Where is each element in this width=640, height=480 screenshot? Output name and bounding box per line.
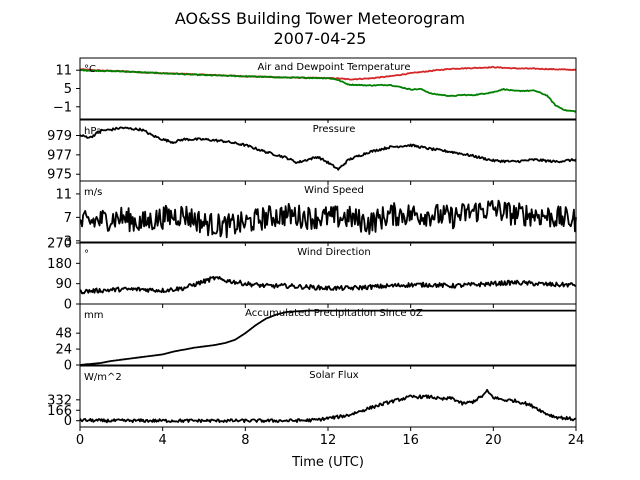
panel-1: 11 5 −1 °C Air and Dewpoint Temperature <box>53 57 577 123</box>
panel-4: 270 180 90 0 ° Wind Direction <box>47 237 577 313</box>
panel-5-ytick-label: 48 <box>55 327 72 342</box>
panel-4-ytick-label: 0 <box>64 298 72 313</box>
panel-2-title: Pressure <box>313 124 356 135</box>
panel-5-ytick-label: 24 <box>55 343 72 358</box>
panel-6-ytick-label: 166 <box>47 404 72 419</box>
panel-4-ytick-label: 180 <box>47 257 72 272</box>
panel-5-title: Accumulated Precipitation Since 0Z <box>245 308 423 319</box>
panel-6-series-line-1 <box>79 388 577 424</box>
panel-4-series-line-1 <box>79 275 576 295</box>
panel-3-ytick-label: 11 <box>55 187 72 202</box>
panel-6-ytick-label: 0 <box>64 414 72 429</box>
x-tick-label: 12 <box>320 433 337 448</box>
panel-3-unit-label: m/s <box>84 187 102 198</box>
panel-5-series-line-1 <box>79 309 576 366</box>
panel-5-ytick-label: 0 <box>64 359 72 374</box>
panel-4-ytick-label: 90 <box>55 277 72 292</box>
panel-3: 11 7 3 m/s Wind Speed <box>55 180 577 249</box>
panel-4-ytick-label: 270 <box>47 237 72 252</box>
panel-6-ytick-label: 332 <box>47 393 72 408</box>
x-tick-label: 4 <box>159 433 167 448</box>
figure-title-line2: 2007-04-25 <box>274 29 367 48</box>
x-tick-label: 20 <box>485 433 502 448</box>
panel-2-ytick-label: 977 <box>47 148 72 163</box>
panel-4-unit-label: ° <box>84 249 89 260</box>
panel-4-title: Wind Direction <box>297 247 371 258</box>
panel-1-series-line-2 <box>79 69 577 113</box>
panel-1-ytick-label: 5 <box>64 82 72 97</box>
x-axis-label: Time (UTC) <box>291 455 364 470</box>
panel-5-unit-label: mm <box>84 310 103 321</box>
x-tick-label: 8 <box>241 433 249 448</box>
panel-3-ytick-label: 7 <box>64 211 72 226</box>
panels-group: 115−1°C Air and Dewpoint Temperature97997… <box>47 57 585 448</box>
panel-1-unit-label: °C <box>84 64 96 75</box>
panel-3-series-line-1 <box>79 199 577 239</box>
panel-2-series-line-1 <box>79 126 577 171</box>
panel-1-ytick-label: 11 <box>55 64 72 79</box>
panel-2-unit-label: hPa <box>84 126 102 137</box>
panel-1-title: Air and Dewpoint Temperature <box>258 62 411 73</box>
panel-3-title: Wind Speed <box>304 185 364 196</box>
panel-2-ytick-label: 979 <box>47 129 72 144</box>
panel-2: 979 977 975 hPa Pressure <box>47 119 577 185</box>
panel-6-title: Solar Flux <box>309 370 359 381</box>
figure-title-line1: AO&SS Building Tower Meteorogram <box>175 9 465 28</box>
panel-6-unit-label: W/m^2 <box>84 372 122 383</box>
panel-2-ytick-label: 975 <box>47 168 72 183</box>
panel-1-ytick-label: −1 <box>53 100 72 115</box>
x-tick-label: 0 <box>76 433 84 448</box>
panel-3-ytick-label: 3 <box>64 234 72 249</box>
x-tick-label: 16 <box>402 433 419 448</box>
x-tick-label: 24 <box>568 433 585 448</box>
